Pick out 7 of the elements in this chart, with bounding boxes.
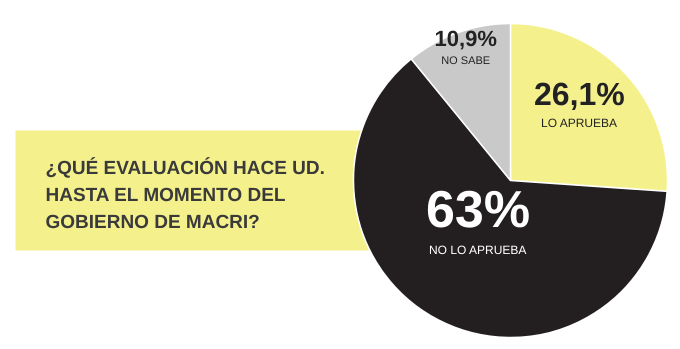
data-label: 10,9% [434,26,497,51]
slice-label: NO SABE [441,54,490,67]
text: ¿QUÉ EVALUACIÓN HACE UD. HASTA EL MOMENTO DEL GOBIERNO DE MACRI? [46,157,325,233]
slice-label: NO LO APRUEBA [429,243,526,258]
slice-label: LO APRUEBA [541,116,618,130]
data-label: 63% [426,181,530,240]
data-label: 26,1% [534,76,625,112]
